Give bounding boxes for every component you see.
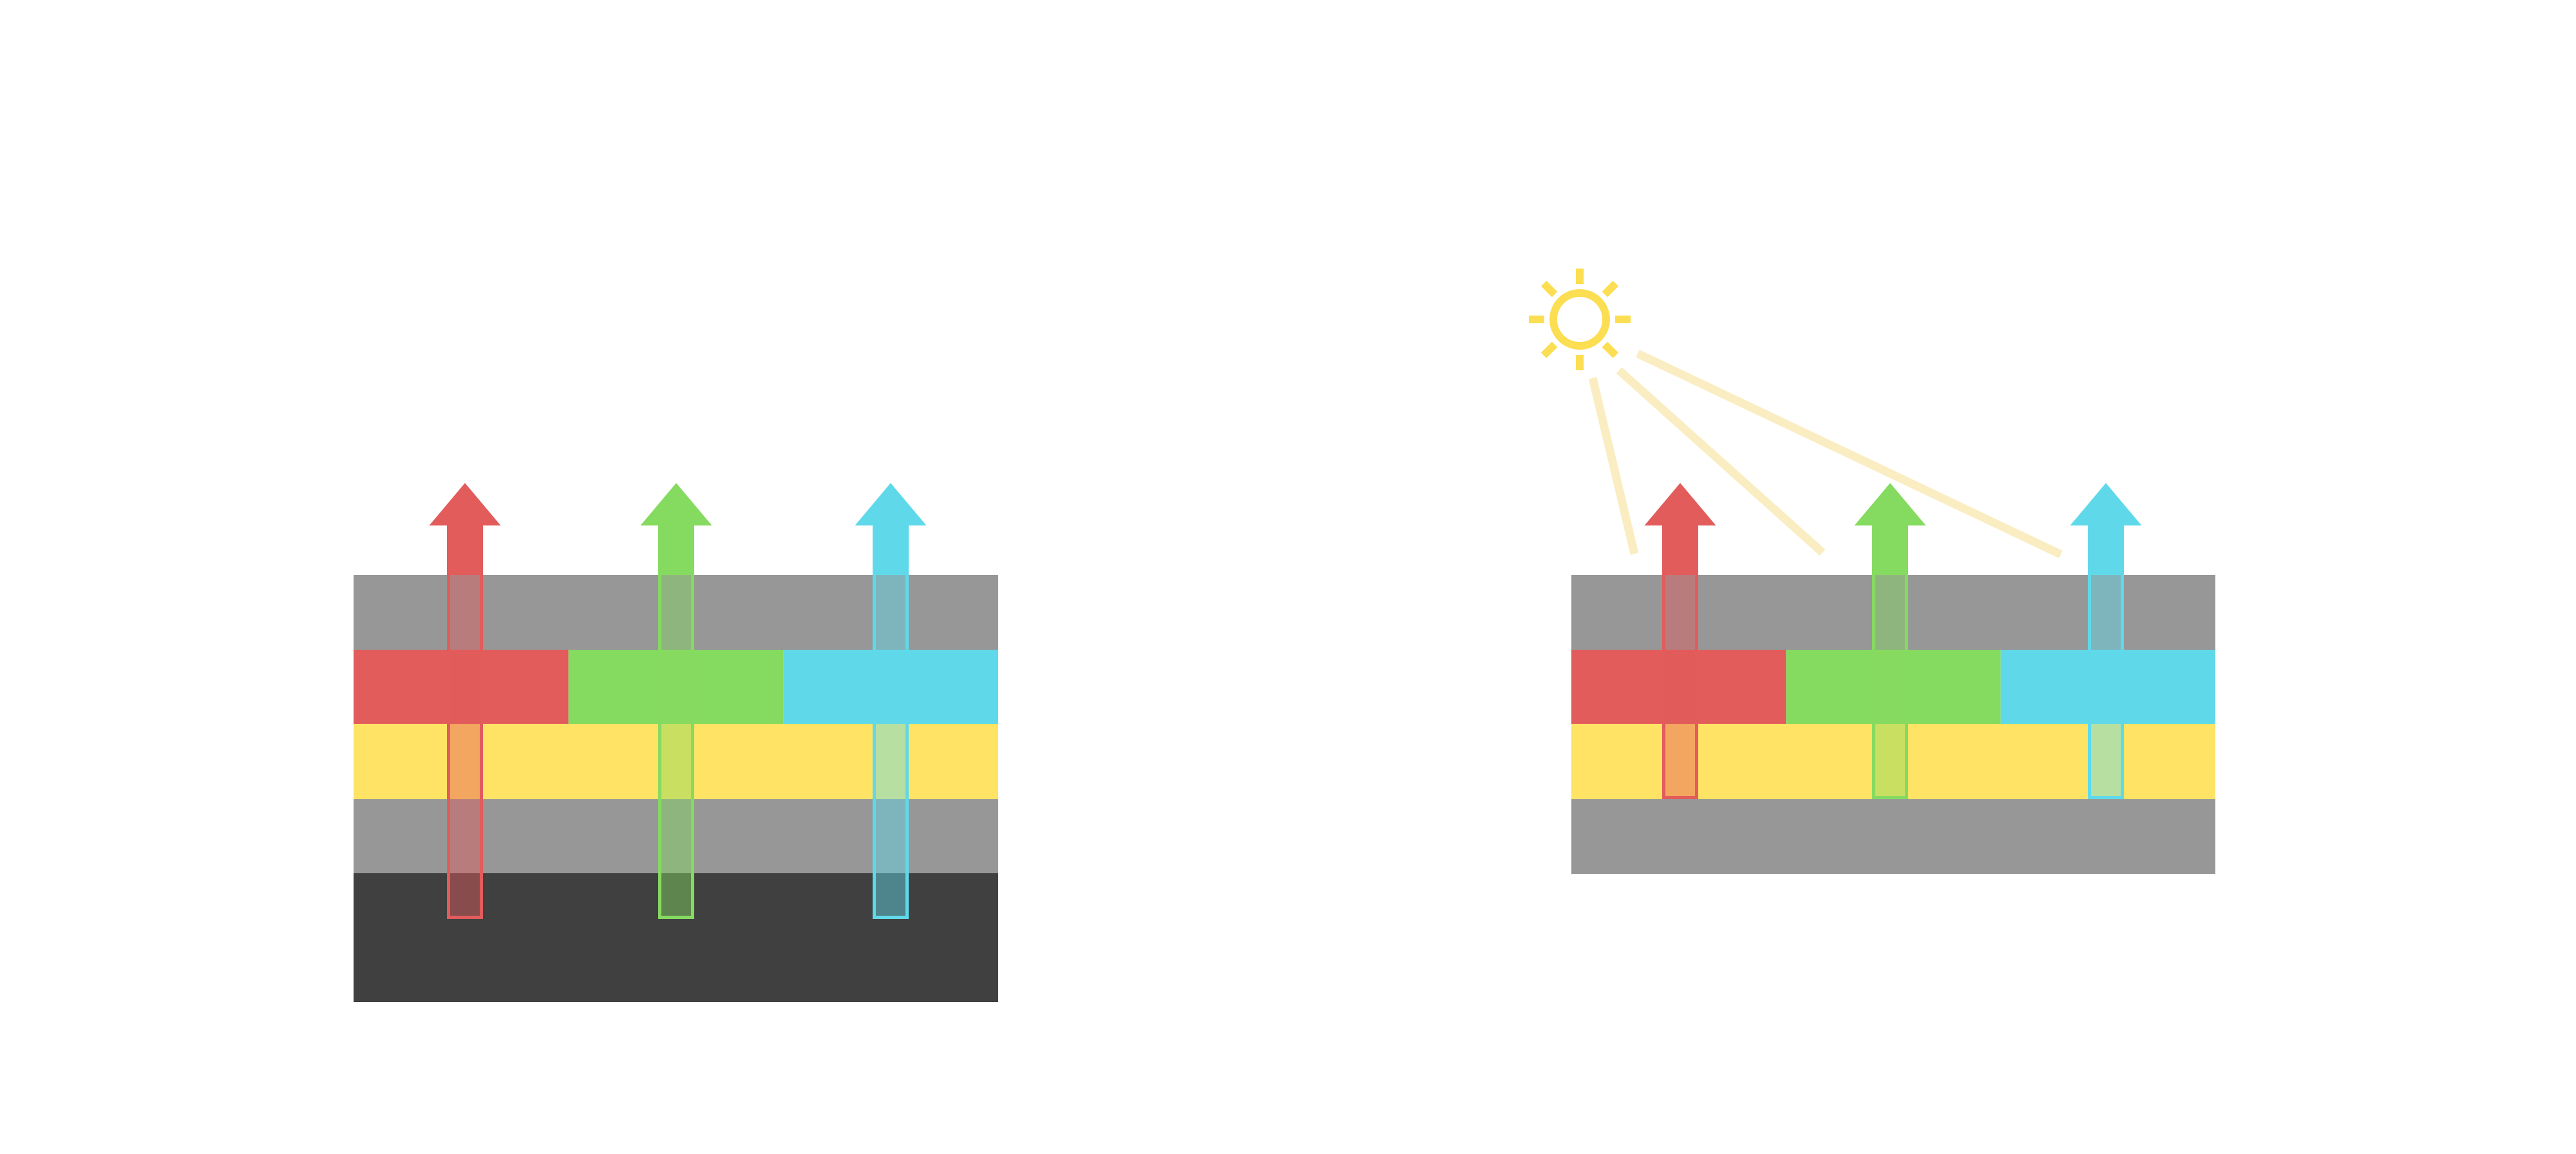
sun-ray: [1602, 341, 1619, 359]
arrow-red-shaft-overlay: [447, 575, 483, 919]
sun-beam-1: [1588, 377, 1639, 555]
arrow-red-shaft-overlay: [1662, 575, 1698, 799]
sun-ray: [1540, 341, 1558, 359]
subpixel-segment-red: [1571, 650, 1786, 724]
arrow-red: [1644, 483, 1716, 575]
subpixel-segment-blue: [783, 650, 998, 724]
subpixel-segment-green: [1786, 650, 2001, 724]
sun-ring: [1549, 289, 1610, 350]
emissive-display-stack: [354, 483, 998, 1002]
sun-beam-2: [1616, 367, 1826, 556]
sun-ray: [1602, 280, 1619, 298]
sun-beam-3: [1636, 350, 2063, 558]
sun-ray: [1540, 280, 1558, 298]
layer-gray-top: [1571, 575, 2215, 650]
layer-gray-bottom: [354, 799, 998, 873]
arrow-blue: [855, 483, 927, 575]
layer-gray-top: [354, 575, 998, 650]
layer-gray-bottom: [1571, 799, 2215, 874]
layer-dark-base: [354, 873, 998, 1002]
arrow-green-shaft-overlay: [658, 575, 694, 919]
subpixel-segment-red: [354, 650, 569, 724]
arrow-red: [429, 483, 501, 575]
arrow-blue: [2070, 483, 2142, 575]
arrow-blue-shaft-overlay: [2088, 575, 2124, 799]
layer-yellow: [354, 724, 998, 799]
subpixel-segment-green: [568, 650, 784, 724]
subpixel-segment-blue: [2000, 650, 2215, 724]
arrow-blue-shaft-overlay: [873, 575, 909, 919]
layer-yellow: [1571, 724, 2215, 799]
sun-icon: [1529, 269, 1631, 370]
reflective-display-stack: [1529, 269, 2215, 874]
arrow-green: [1854, 483, 1926, 575]
arrow-green: [640, 483, 712, 575]
arrow-green-shaft-overlay: [1872, 575, 1908, 799]
